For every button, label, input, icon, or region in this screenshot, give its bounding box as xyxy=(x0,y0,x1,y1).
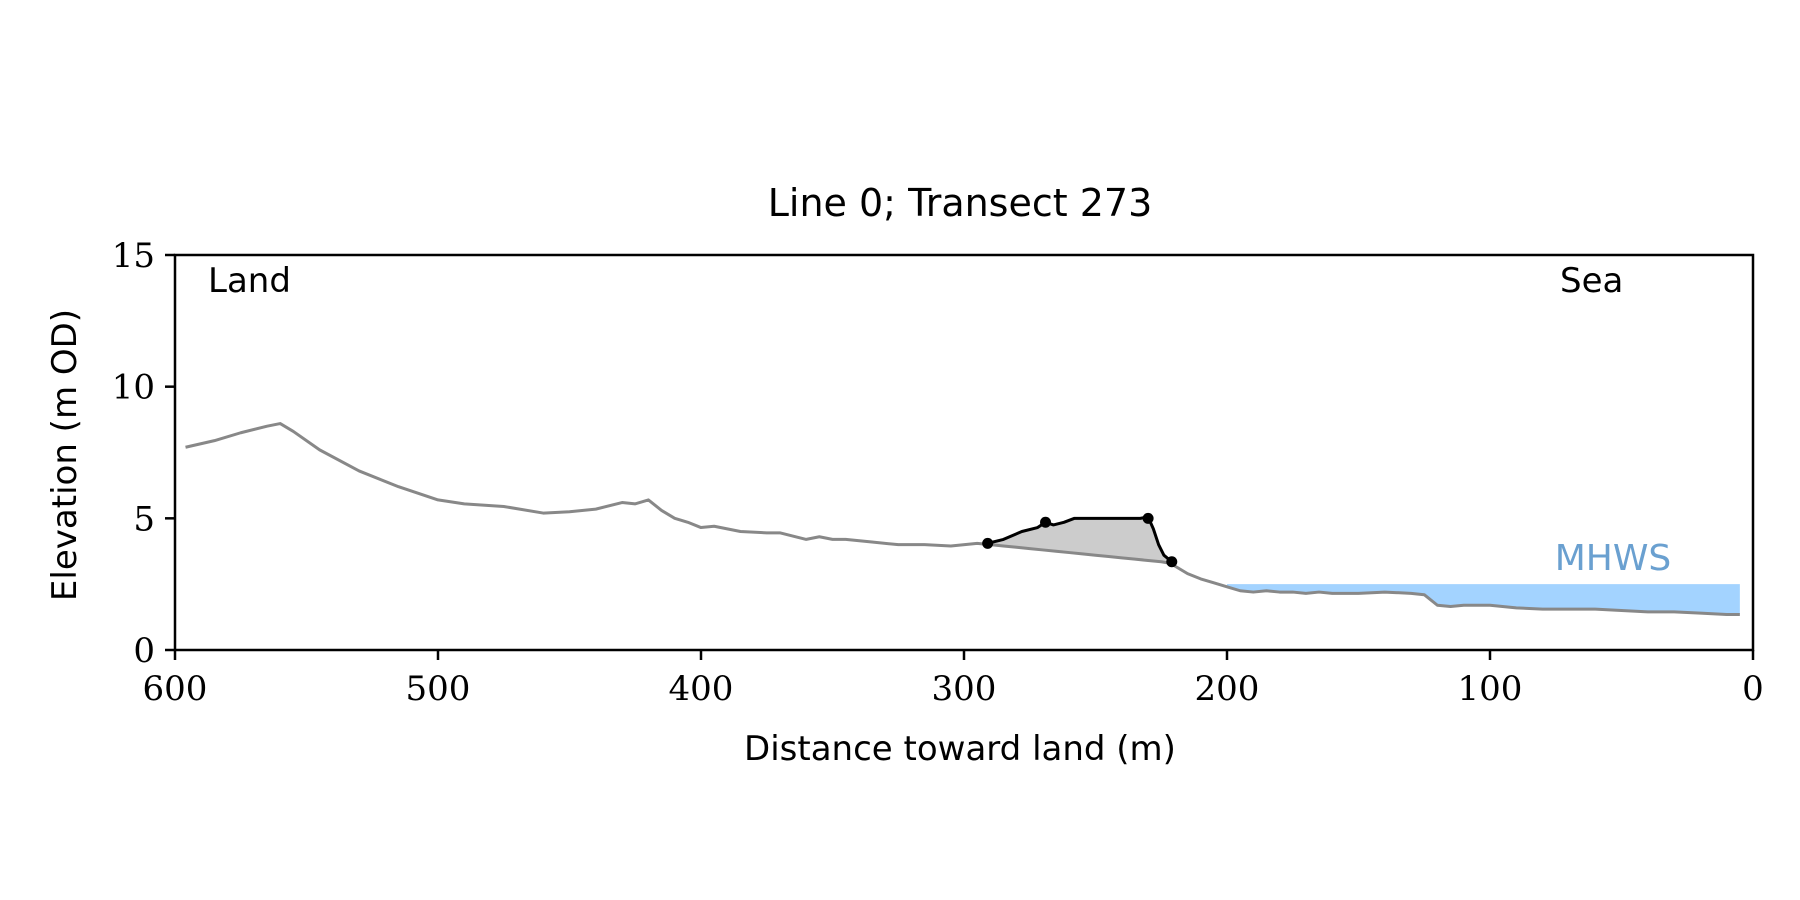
mhws-annotation: MHWS xyxy=(1555,538,1672,579)
y-tick-label: 10 xyxy=(112,368,155,408)
sea-annotation: Sea xyxy=(1560,261,1623,301)
mhws-water-area xyxy=(1227,584,1740,615)
y-tick-label: 5 xyxy=(133,499,155,539)
y-tick-label: 0 xyxy=(133,631,155,671)
x-tick-label: 300 xyxy=(932,669,997,709)
land-annotation: Land xyxy=(208,261,291,301)
feature-marker xyxy=(982,537,994,549)
plot-area xyxy=(185,422,1740,616)
x-tick-label: 400 xyxy=(669,669,734,709)
axes: 600 500 400 300 200 100 0 0 5 10 15 xyxy=(112,236,1764,709)
feature-marker xyxy=(1040,516,1052,528)
feature-marker xyxy=(1142,512,1154,524)
feature-marker xyxy=(1166,556,1178,568)
x-axis-label: Distance toward land (m) xyxy=(744,729,1176,769)
y-tick-label: 15 xyxy=(112,236,155,276)
elevation-profile-line xyxy=(185,422,1740,616)
x-tick-label: 500 xyxy=(406,669,471,709)
x-tick-label: 100 xyxy=(1458,669,1523,709)
chart-title: Line 0; Transect 273 xyxy=(768,181,1153,225)
x-tick-label: 200 xyxy=(1195,669,1260,709)
feature-fill xyxy=(987,517,1172,562)
x-tick-label: 600 xyxy=(143,669,208,709)
x-tick-label: 0 xyxy=(1742,669,1764,709)
feature-line xyxy=(987,515,1173,563)
y-axis-label: Elevation (m OD) xyxy=(45,309,85,601)
